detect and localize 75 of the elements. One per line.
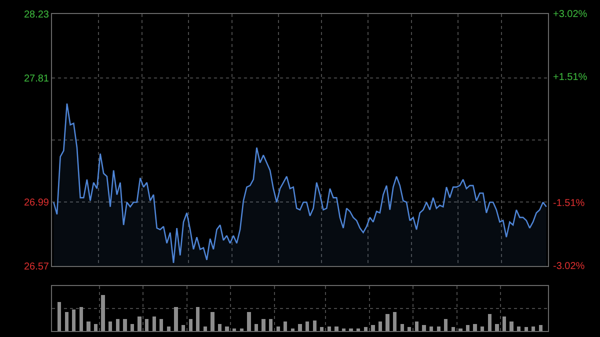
bar xyxy=(232,328,236,331)
bar xyxy=(466,325,470,331)
bar xyxy=(444,319,448,331)
bar xyxy=(218,324,222,331)
bar xyxy=(458,328,462,331)
bar xyxy=(488,314,492,331)
y2-tick-label: -3.02% xyxy=(553,261,585,272)
bar xyxy=(145,319,149,331)
bar xyxy=(422,325,426,331)
bar xyxy=(400,324,404,331)
bar xyxy=(64,312,68,331)
bar xyxy=(174,306,178,331)
bar xyxy=(502,316,506,331)
bar xyxy=(386,314,390,331)
bar xyxy=(524,327,528,331)
bar xyxy=(123,319,127,331)
bar xyxy=(305,321,310,331)
bar xyxy=(138,316,142,331)
bar xyxy=(517,326,521,331)
bar xyxy=(79,306,83,331)
bar xyxy=(364,327,368,331)
bar xyxy=(356,328,360,331)
bar xyxy=(408,327,412,331)
bar xyxy=(532,326,536,331)
bar xyxy=(152,316,156,331)
y2-tick-label: +3.02% xyxy=(553,9,588,20)
bar xyxy=(262,319,266,331)
bar xyxy=(166,326,171,331)
bar xyxy=(240,328,244,331)
bar xyxy=(298,324,302,331)
bar xyxy=(130,324,134,331)
bar xyxy=(101,295,105,331)
bar xyxy=(181,325,186,331)
bar xyxy=(116,319,120,331)
y2-tick-label: -1.51% xyxy=(553,198,585,209)
bar xyxy=(320,327,324,331)
bar xyxy=(414,321,419,331)
bar xyxy=(510,321,514,331)
bar xyxy=(160,319,164,331)
bar xyxy=(451,327,455,331)
bar xyxy=(225,326,229,331)
bar xyxy=(247,312,251,331)
bar xyxy=(276,326,280,331)
bar xyxy=(342,328,346,331)
bar xyxy=(269,319,273,331)
bar xyxy=(429,326,434,331)
bar xyxy=(473,324,477,331)
y-tick-label: 26.57 xyxy=(24,262,50,272)
bar xyxy=(203,326,207,331)
bar xyxy=(72,309,76,331)
bar xyxy=(378,321,382,331)
bar xyxy=(436,326,440,331)
bar xyxy=(393,312,397,331)
bar xyxy=(86,321,90,331)
bar xyxy=(538,325,543,331)
bar xyxy=(371,325,375,331)
bar xyxy=(210,312,214,331)
bar xyxy=(349,328,353,331)
bar xyxy=(327,326,331,331)
bar xyxy=(254,324,258,331)
bar xyxy=(290,328,295,331)
bar xyxy=(284,321,288,331)
bar xyxy=(495,324,499,331)
bar xyxy=(480,326,484,331)
bar xyxy=(57,302,62,331)
y-tick-label: 26.99 xyxy=(24,198,50,209)
y2-tick-label: +1.51% xyxy=(553,72,588,83)
y-tick-label: 27.81 xyxy=(24,73,50,84)
bar xyxy=(196,306,200,331)
bar xyxy=(312,320,316,331)
bar xyxy=(188,319,192,331)
bar xyxy=(94,324,98,331)
bar xyxy=(334,326,338,331)
bar xyxy=(108,321,112,331)
y-tick-label: 28.23 xyxy=(24,10,50,20)
